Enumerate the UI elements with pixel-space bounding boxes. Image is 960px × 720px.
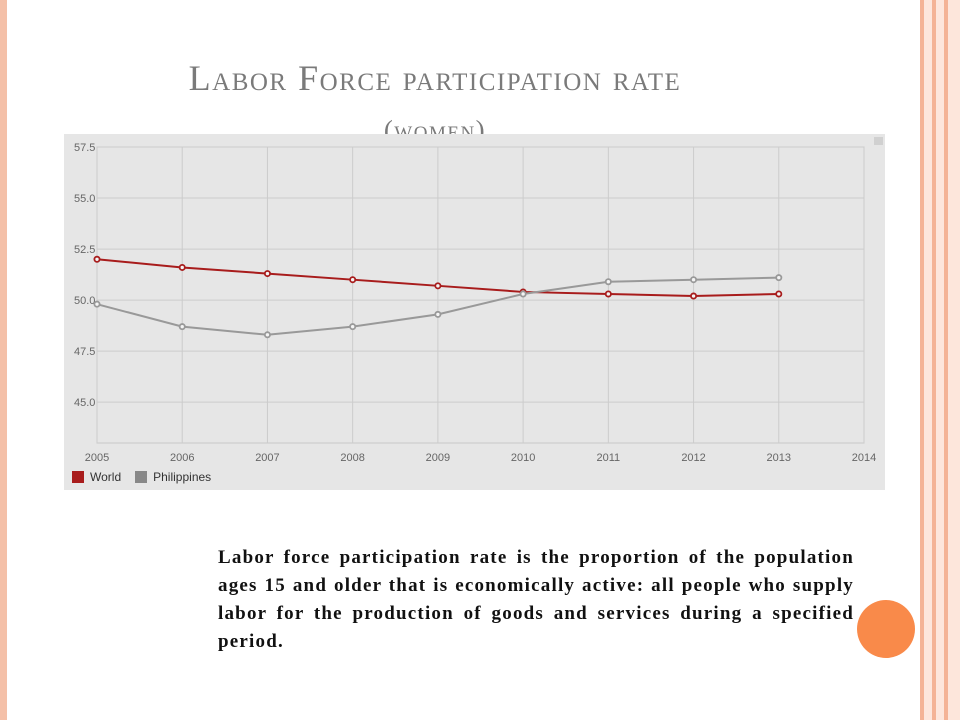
x-tick-label: 2009 (426, 452, 450, 464)
data-point-philippines (434, 310, 442, 318)
data-point-world (263, 270, 271, 278)
data-point-philippines (263, 331, 271, 339)
left-border (0, 0, 7, 720)
x-tick-label: 2012 (681, 452, 705, 464)
x-tick-label: 2005 (85, 452, 109, 464)
y-tick-label: 47.5 (74, 346, 95, 358)
data-point-world (178, 263, 186, 271)
y-tick-label: 45.0 (74, 397, 95, 409)
legend-item-philippines[interactable]: Philippines (135, 470, 211, 484)
x-tick-label: 2010 (511, 452, 535, 464)
x-tick-label: 2014 (852, 452, 876, 464)
data-point-philippines (604, 278, 612, 286)
right-stripe (932, 0, 936, 720)
data-point-world (604, 290, 612, 298)
data-point-philippines (519, 290, 527, 298)
y-tick-label: 52.5 (74, 244, 95, 256)
x-tick-label: 2007 (255, 452, 279, 464)
legend-swatch-philippines (135, 471, 148, 483)
slide-title-line1: Labor Force participation rate (188, 58, 682, 98)
x-tick-label: 2008 (340, 452, 364, 464)
right-border (920, 0, 960, 720)
data-point-philippines (93, 300, 101, 308)
data-point-philippines (178, 323, 186, 331)
definition-text: Labor force participation rate is the pr… (218, 547, 854, 652)
x-tick-label: 2013 (767, 452, 791, 464)
data-point-philippines (349, 323, 357, 331)
data-point-world (434, 282, 442, 290)
data-point-philippines (690, 276, 698, 284)
data-point-world (775, 290, 783, 298)
chart-legend: World Philippines (72, 470, 225, 484)
y-tick-label: 50.0 (74, 295, 95, 307)
line-chart: 57.5 55.0 52.5 50.0 47.5 45.0 2005 2006 2007 2008… (64, 134, 885, 490)
right-stripe (920, 0, 924, 720)
chart-svg: 57.5 55.0 52.5 50.0 47.5 45.0 2005 2006 2007 2008… (74, 142, 876, 464)
legend-item-world[interactable]: World (72, 470, 121, 484)
right-stripe (944, 0, 948, 720)
legend-label-philippines: Philippines (153, 470, 212, 484)
x-tick-label: 2011 (597, 452, 621, 464)
legend-label-world: World (90, 470, 122, 484)
y-tick-label: 55.0 (74, 193, 95, 205)
y-tick-label: 57.5 (74, 142, 95, 154)
legend-swatch-world (72, 471, 84, 483)
data-point-world (93, 255, 101, 263)
accent-circle (857, 600, 915, 658)
data-point-world (690, 292, 698, 300)
chart-scroll-handle[interactable] (874, 137, 883, 145)
data-point-philippines (775, 274, 783, 282)
x-tick-label: 2006 (170, 452, 194, 464)
data-point-world (349, 276, 357, 284)
